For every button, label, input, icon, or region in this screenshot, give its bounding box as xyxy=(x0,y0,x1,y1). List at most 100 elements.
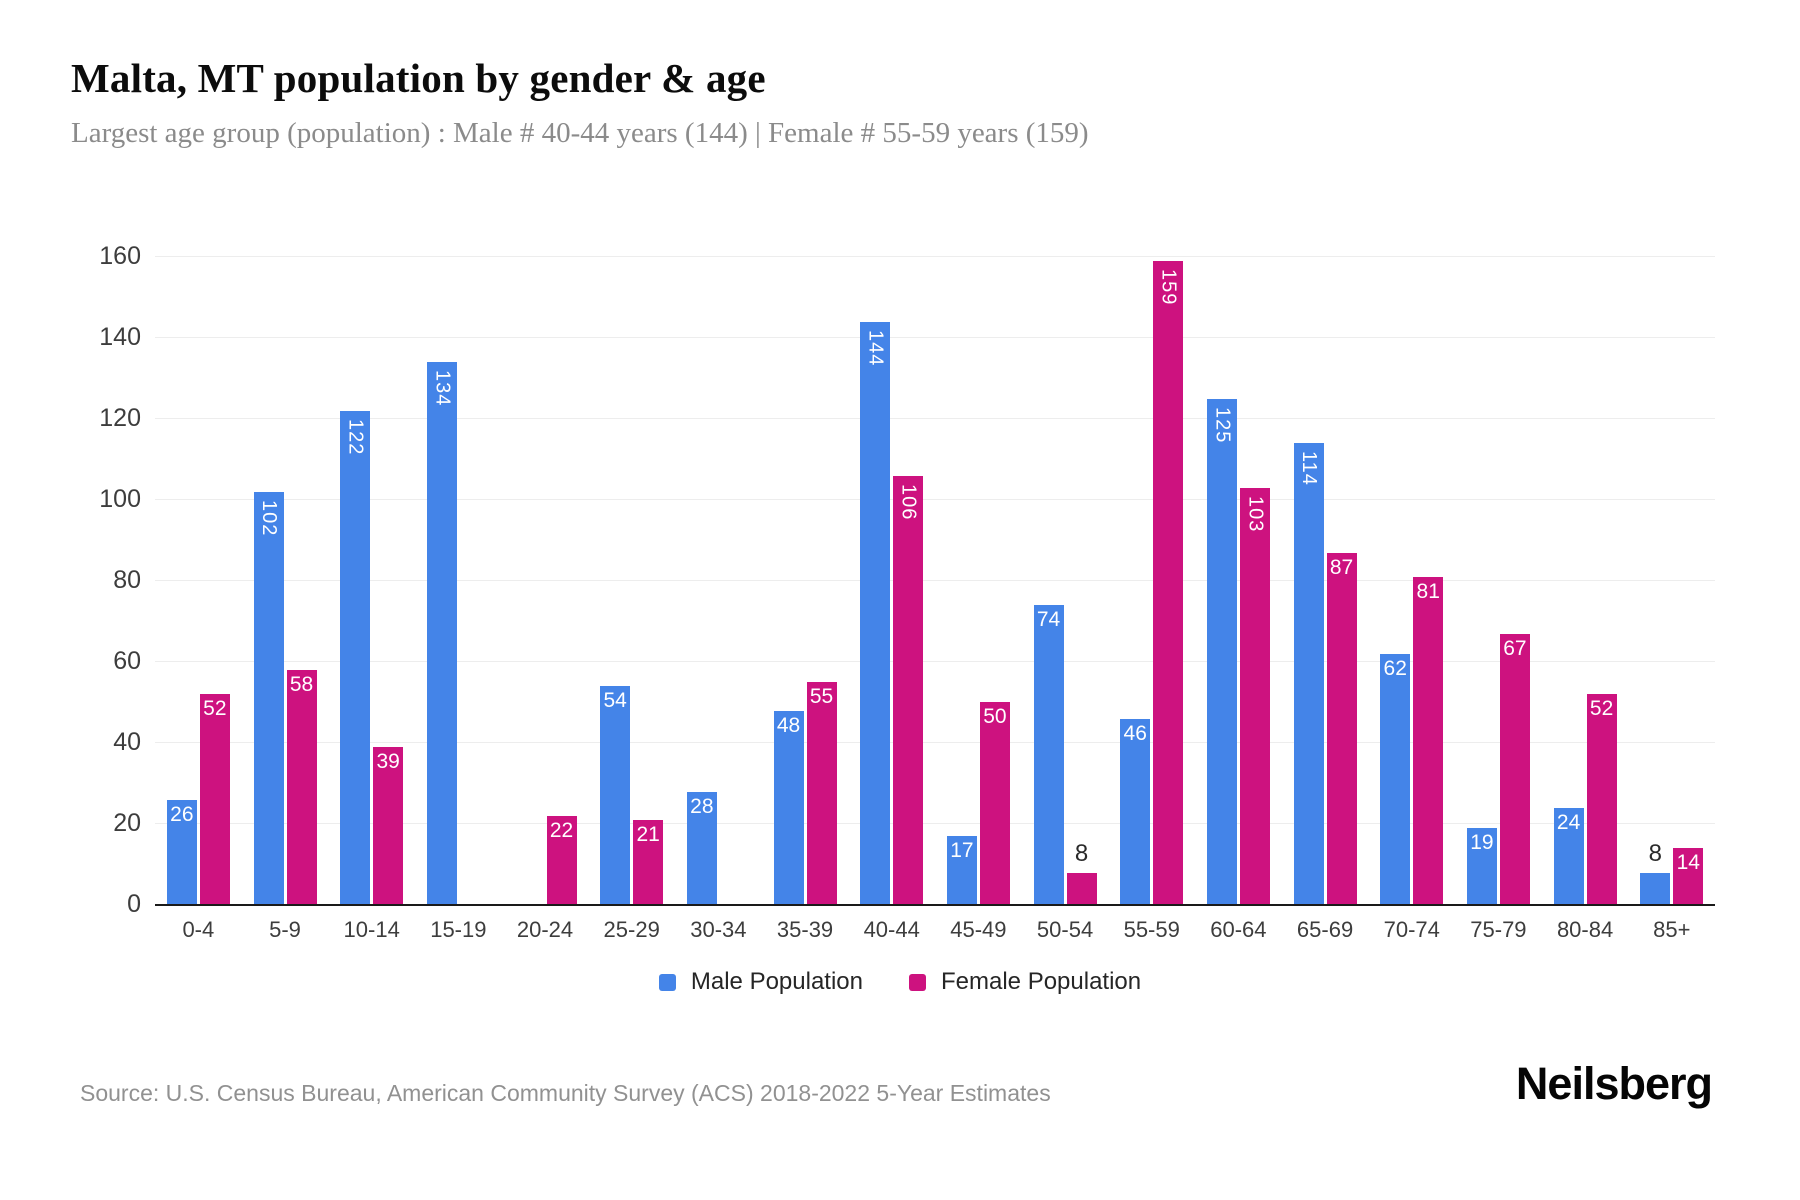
bar-value-label: 17 xyxy=(950,839,974,862)
female-bar[interactable]: 103 xyxy=(1239,488,1270,905)
male-bar[interactable]: 26 xyxy=(166,800,197,905)
x-axis-label: 15-19 xyxy=(430,917,487,942)
bar-group: 26 52 xyxy=(155,257,242,905)
bar-group: 8 14 xyxy=(1628,257,1715,905)
male-bar[interactable]: 28 xyxy=(686,792,717,905)
bar-value-label: 26 xyxy=(170,803,194,826)
x-axis-label: 40-44 xyxy=(863,917,920,942)
female-bar[interactable]: 8 xyxy=(1066,840,1097,905)
bar-group: 144 106 xyxy=(848,257,935,905)
female-bar[interactable]: 87 xyxy=(1326,553,1357,905)
bar-group: 74 8 xyxy=(1022,257,1109,905)
x-axis-line xyxy=(155,904,1715,906)
bar-value-label: 8 xyxy=(1074,840,1089,867)
gridline xyxy=(155,256,1715,257)
female-bar[interactable]: 52 xyxy=(199,694,230,905)
gridline xyxy=(155,580,1715,581)
male-bar[interactable]: 125 xyxy=(1206,399,1237,905)
female-bar[interactable]: 14 xyxy=(1673,848,1704,905)
legend-label: Male Population xyxy=(690,968,863,995)
y-axis-tick-label: 0 xyxy=(127,890,141,918)
bar-value-label: 21 xyxy=(636,823,660,846)
legend-item-male[interactable]: Male Population xyxy=(658,968,863,996)
bars-plot-area: 26 52 102 58 122 39 134 22 54 21 28 48 55 144 106 17 50 7… xyxy=(155,257,1715,905)
female-bar[interactable]: 22 xyxy=(546,816,577,905)
gridline xyxy=(155,661,1715,662)
gridline xyxy=(155,337,1715,338)
bar-value-label: 14 xyxy=(1676,851,1700,874)
y-axis: 0 20 40 60 80 100 120 140 160 xyxy=(63,244,141,917)
bar-value-label: 134 xyxy=(431,370,454,407)
bar-group: 125 103 xyxy=(1195,257,1282,905)
male-bar[interactable]: 19 xyxy=(1466,828,1497,905)
male-bar[interactable]: 17 xyxy=(946,836,977,905)
x-axis-labels: 0-4 5-9 10-14 15-19 20-24 25-29 30-34 35-39 40-4… xyxy=(155,917,1715,943)
bar-value-label: 55 xyxy=(809,685,834,708)
female-bar[interactable]: 159 xyxy=(1153,261,1184,905)
brand-logo[interactable]: Neilsberg xyxy=(1515,1058,1713,1109)
x-axis-label: 25-29 xyxy=(603,917,660,942)
female-bar[interactable]: 52 xyxy=(1586,694,1617,905)
bar-group: 48 55 xyxy=(762,257,849,905)
bar-value-label: 122 xyxy=(344,419,367,456)
bar-group: 62 81 xyxy=(1368,257,1455,905)
legend-item-female[interactable]: Female Population xyxy=(909,968,1141,996)
y-axis-tick-label: 40 xyxy=(113,728,141,756)
y-axis-tick-label: 160 xyxy=(99,242,141,270)
y-axis-tick-label: 140 xyxy=(99,323,141,351)
male-bar[interactable]: 144 xyxy=(860,322,891,905)
bar-chart: 0 20 40 60 80 100 120 140 160 26 52 102 58 122 39 134 2… xyxy=(99,244,1715,942)
female-legend-swatch-icon xyxy=(909,973,926,991)
y-axis-tick-label: 20 xyxy=(113,809,141,837)
female-bar[interactable]: 21 xyxy=(633,820,664,905)
male-bar[interactable]: 62 xyxy=(1380,654,1411,905)
female-bar[interactable]: 67 xyxy=(1499,634,1530,905)
female-bar[interactable]: 39 xyxy=(373,747,404,905)
bar-value-label: 87 xyxy=(1329,556,1354,579)
bar-group: 54 21 xyxy=(588,257,675,905)
bar-group: 22 xyxy=(502,257,589,905)
bar-group: 19 67 xyxy=(1455,257,1542,905)
male-bar[interactable]: 74 xyxy=(1033,605,1064,905)
y-axis-tick-label: 120 xyxy=(99,404,141,432)
bar-value-label: 46 xyxy=(1123,722,1147,745)
bar-value-label: 144 xyxy=(864,330,887,367)
gridline xyxy=(155,742,1715,743)
bar-group: 24 52 xyxy=(1542,257,1629,905)
x-axis-label: 75-79 xyxy=(1470,917,1527,942)
female-bar[interactable]: 106 xyxy=(893,476,924,905)
bar-value-label: 50 xyxy=(983,705,1007,728)
gridline xyxy=(155,499,1715,500)
bar-value-label: 62 xyxy=(1383,657,1407,680)
female-bar[interactable]: 81 xyxy=(1413,577,1444,905)
male-bar[interactable]: 46 xyxy=(1120,719,1151,905)
male-bar[interactable]: 114 xyxy=(1293,443,1324,905)
x-axis-label: 85+ xyxy=(1653,917,1691,942)
bar-value-label: 81 xyxy=(1416,580,1440,603)
male-bar[interactable]: 54 xyxy=(600,686,631,905)
source-note: Source: U.S. Census Bureau, American Com… xyxy=(80,1080,1051,1106)
male-bar[interactable]: 24 xyxy=(1553,808,1584,905)
bar-value-label: 58 xyxy=(289,673,314,696)
female-bar[interactable]: 55 xyxy=(806,682,837,905)
female-bar[interactable]: 58 xyxy=(286,670,317,905)
gridline xyxy=(155,823,1715,824)
bar-group: 102 58 xyxy=(242,257,329,905)
legend-label: Female Population xyxy=(941,968,1142,995)
male-bar[interactable]: 8 xyxy=(1640,840,1671,905)
male-bar[interactable]: 48 xyxy=(773,711,804,905)
x-axis-label: 65-69 xyxy=(1296,917,1354,942)
x-axis-label: 35-39 xyxy=(776,917,834,942)
bar-value-label: 106 xyxy=(897,484,920,521)
female-bar[interactable]: 50 xyxy=(979,702,1010,905)
x-axis-label: 70-74 xyxy=(1383,917,1440,942)
male-bar[interactable]: 102 xyxy=(253,492,284,905)
bar-value-label: 52 xyxy=(1589,697,1614,720)
male-bar[interactable]: 134 xyxy=(426,362,457,905)
male-legend-swatch-icon xyxy=(658,973,676,991)
page-subtitle: Largest age group (population) : Male # … xyxy=(71,117,1089,149)
male-bar[interactable]: 122 xyxy=(340,411,371,905)
bar-group: 46 159 xyxy=(1108,257,1195,905)
x-axis-label: 80-84 xyxy=(1556,917,1614,942)
x-axis-label: 60-64 xyxy=(1210,917,1267,942)
